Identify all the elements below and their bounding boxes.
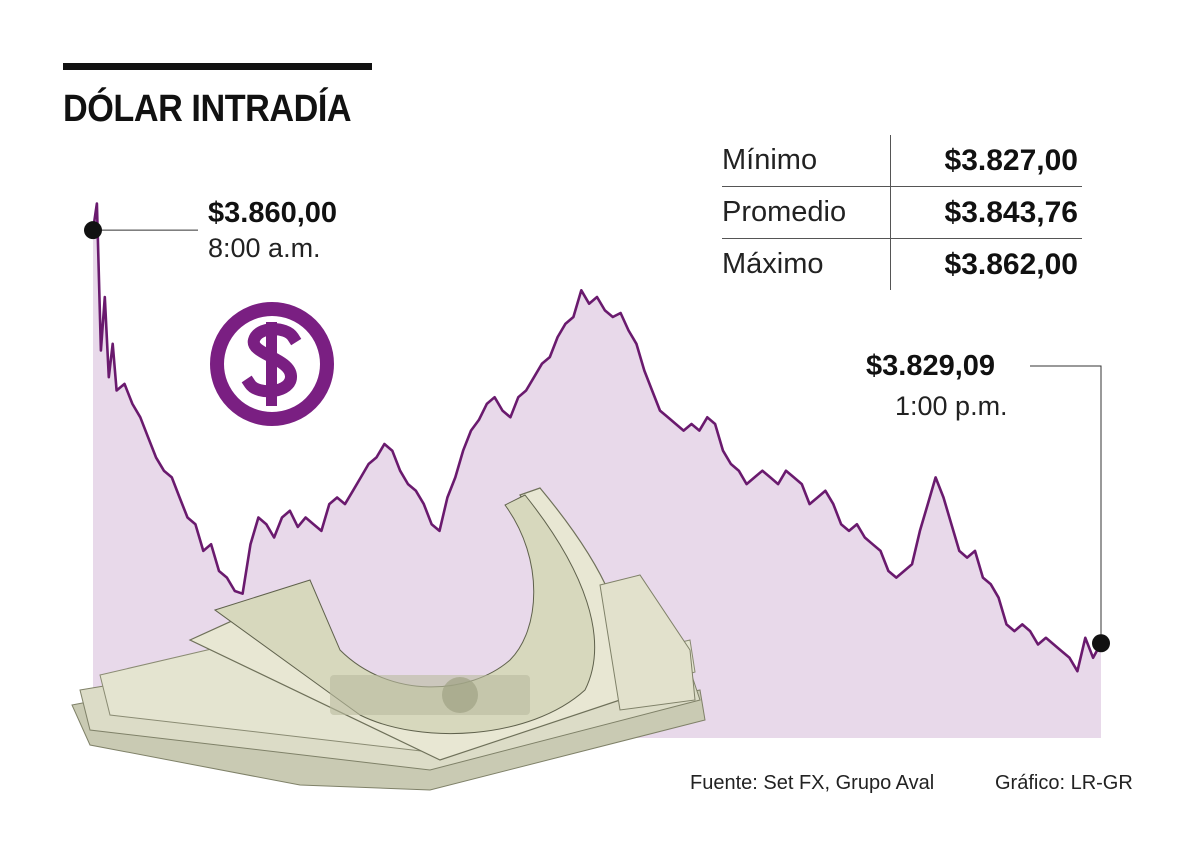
open-value: $3.860,00 [208, 197, 338, 229]
price-area [93, 203, 1101, 738]
stat-value: $3.843,76 [944, 195, 1078, 229]
stat-label: Promedio [722, 187, 891, 238]
stat-value: $3.862,00 [944, 247, 1078, 281]
dollar-coin-icon [210, 302, 334, 426]
stat-row-min: Mínimo $3.827,00 [722, 135, 1082, 187]
price-line [91, 202, 1103, 673]
stat-label: Máximo [722, 239, 891, 290]
stat-value: $3.827,00 [944, 143, 1078, 177]
source-note: Fuente: Set FX, Grupo Aval [690, 772, 935, 794]
open-point [84, 221, 102, 240]
stat-label: Mínimo [722, 135, 891, 186]
chart-title: DÓLAR INTRADÍA [63, 88, 352, 130]
money-stack-illustration [71, 487, 706, 791]
title-rule [63, 63, 372, 70]
stats-table: Mínimo $3.827,00 Promedio $3.843,76 Máxi… [722, 135, 1082, 290]
stat-row-avg: Promedio $3.843,76 [722, 187, 1082, 239]
credit-note: Gráfico: LR-GR [995, 772, 1133, 794]
open-time: 8:00 a.m. [208, 233, 321, 263]
close-point [1092, 634, 1110, 653]
close-leader-line [1030, 365, 1102, 644]
close-value: $3.829,09 [866, 350, 996, 382]
stat-row-max: Máximo $3.862,00 [722, 239, 1082, 290]
close-time: 1:00 p.m. [895, 391, 1008, 421]
